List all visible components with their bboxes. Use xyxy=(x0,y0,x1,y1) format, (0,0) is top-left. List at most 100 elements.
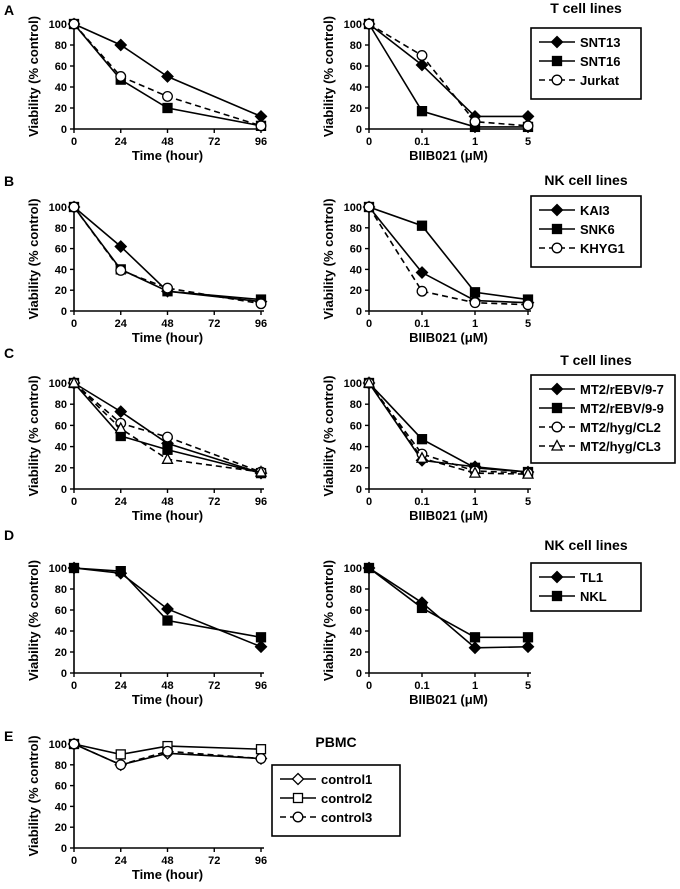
data-point-KHYG1 xyxy=(68,201,80,213)
x-tick-label: 1 xyxy=(472,680,478,692)
legend-marker xyxy=(551,590,563,602)
legend-b: NK cell lines KAI3 SNK6 KHYG1 xyxy=(530,172,642,268)
y-tick-label: 40 xyxy=(350,82,362,94)
y-tick-label: 0 xyxy=(61,843,67,855)
series-line-SNK6 xyxy=(368,206,529,301)
legend-entry: control2 xyxy=(321,791,372,806)
x-tick-label: 24 xyxy=(115,680,128,692)
x-tick-label: 0 xyxy=(366,136,372,148)
y-tick-label: 0 xyxy=(61,124,67,136)
y-tick-label: 100 xyxy=(49,202,67,214)
series-line-MT2/hyg/CL3 xyxy=(368,382,529,475)
x-tick-label: 96 xyxy=(255,318,267,330)
x-tick-label: 0.1 xyxy=(414,136,429,148)
x-axis-label: Time (hour) xyxy=(132,867,203,882)
y-tick-label: 20 xyxy=(55,103,67,115)
y-tick-label: 20 xyxy=(55,822,67,834)
y-tick-label: 80 xyxy=(55,584,67,596)
data-point-MT2/hyg/CL2 xyxy=(162,431,173,443)
data-point-control3 xyxy=(68,738,80,750)
x-tick-label: 0 xyxy=(71,136,77,148)
y-tick-label: 20 xyxy=(350,647,362,659)
legend-entry: KAI3 xyxy=(580,203,610,218)
data-point-NKL xyxy=(469,632,481,643)
data-point-KHYG1 xyxy=(255,298,267,310)
legend-marker xyxy=(550,570,564,584)
y-tick-label: 60 xyxy=(350,61,362,73)
y-tick-label: 80 xyxy=(55,40,67,52)
y-tick-label: 100 xyxy=(344,563,362,575)
panel-letter-d: D xyxy=(4,527,14,543)
y-tick-label: 100 xyxy=(49,19,67,31)
y-tick-label: 20 xyxy=(55,647,67,659)
x-tick-label: 96 xyxy=(255,136,267,148)
y-axis-label: Viability (% control) xyxy=(321,560,336,681)
y-tick-label: 100 xyxy=(344,19,362,31)
series-line-KHYG1 xyxy=(368,206,529,306)
y-tick-label: 60 xyxy=(55,605,67,617)
y-axis-label: Viability (% control) xyxy=(26,560,41,681)
x-axis-label: Time (hour) xyxy=(132,148,203,163)
x-tick-label: 72 xyxy=(208,680,220,692)
legend-marker xyxy=(551,421,563,433)
data-point-SNT13 xyxy=(415,58,429,72)
y-tick-label: 80 xyxy=(350,584,362,596)
y-tick-label: 0 xyxy=(356,668,362,680)
y-tick-label: 20 xyxy=(350,103,362,115)
data-point-MT2/hyg/CL3 xyxy=(362,376,376,388)
data-point-SNT16 xyxy=(162,102,173,114)
panel-letter-e: E xyxy=(4,728,13,744)
data-point-MT2/hyg/CL3 xyxy=(254,465,268,477)
x-tick-label: 0 xyxy=(366,318,372,330)
y-tick-label: 100 xyxy=(49,378,67,390)
legend-entry: control3 xyxy=(321,810,372,825)
series-line-SNK6 xyxy=(73,206,262,301)
legend-entry: MT2/rEBV/9-9 xyxy=(580,401,664,416)
x-tick-label: 0 xyxy=(71,680,77,692)
y-axis-label: Viability (% control) xyxy=(321,198,336,319)
x-tick-label: 5 xyxy=(525,318,531,330)
y-tick-label: 100 xyxy=(49,739,67,751)
data-point-Jurkat xyxy=(115,71,127,82)
x-tick-label: 48 xyxy=(161,496,173,508)
x-tick-label: 1 xyxy=(472,136,478,148)
x-tick-label: 72 xyxy=(208,136,220,148)
data-point-control2 xyxy=(255,744,267,755)
legend-marker xyxy=(550,439,564,451)
series-line-SNT13 xyxy=(73,23,262,118)
legend-entry: KHYG1 xyxy=(580,241,625,256)
legend-marker xyxy=(550,382,564,396)
series-line-KHYG1 xyxy=(73,206,262,305)
x-tick-label: 24 xyxy=(115,855,128,867)
plot-d-dose: 0 20 40 60 80 100 0 0.1 1 5 BIIB021 (μM) Viability … xyxy=(321,560,535,707)
series-line-TL1 xyxy=(368,567,529,649)
plot-b-dose: 0 20 40 60 80 100 0 0.1 1 5 BIIB021 (μM) Viability … xyxy=(321,198,535,345)
data-point-NKL xyxy=(162,615,173,626)
x-tick-label: 48 xyxy=(161,855,173,867)
data-point-Jurkat xyxy=(522,120,534,132)
series-line-NKL xyxy=(73,567,262,639)
y-axis-label: Viability (% control) xyxy=(26,198,41,319)
y-tick-label: 40 xyxy=(55,626,67,638)
data-point-TL1 xyxy=(521,640,535,654)
data-point-TL1 xyxy=(254,640,268,654)
x-tick-label: 72 xyxy=(208,496,220,508)
y-tick-label: 100 xyxy=(344,378,362,390)
legend-entry: SNK6 xyxy=(580,222,615,237)
plot-a-time: 0 20 40 60 80 100 0 24 48 72 96 Time (hour) Viabilit… xyxy=(26,16,268,163)
data-point-NKL xyxy=(522,632,534,643)
x-tick-label: 0 xyxy=(71,855,77,867)
y-tick-label: 60 xyxy=(55,420,67,432)
legend-entry: SNT13 xyxy=(580,35,620,50)
x-tick-label: 0 xyxy=(366,680,372,692)
plot-c-dose: 0 20 40 60 80 100 0 0.1 1 5 BIIB021 (μM) Viability … xyxy=(321,375,535,523)
series-line-MT2/rEBV/9-9 xyxy=(73,382,262,474)
data-point-KHYG1 xyxy=(522,299,534,311)
legend-entry: NKL xyxy=(580,589,607,604)
series-line-MT2/rEBV/9-9 xyxy=(368,382,529,473)
legend-a: T cell lines SNT13 SNT16 Jurkat xyxy=(530,0,642,100)
data-point-control3 xyxy=(115,759,127,771)
data-point-MT2/rEBV/9-7 xyxy=(114,405,128,419)
y-tick-label: 60 xyxy=(55,244,67,256)
